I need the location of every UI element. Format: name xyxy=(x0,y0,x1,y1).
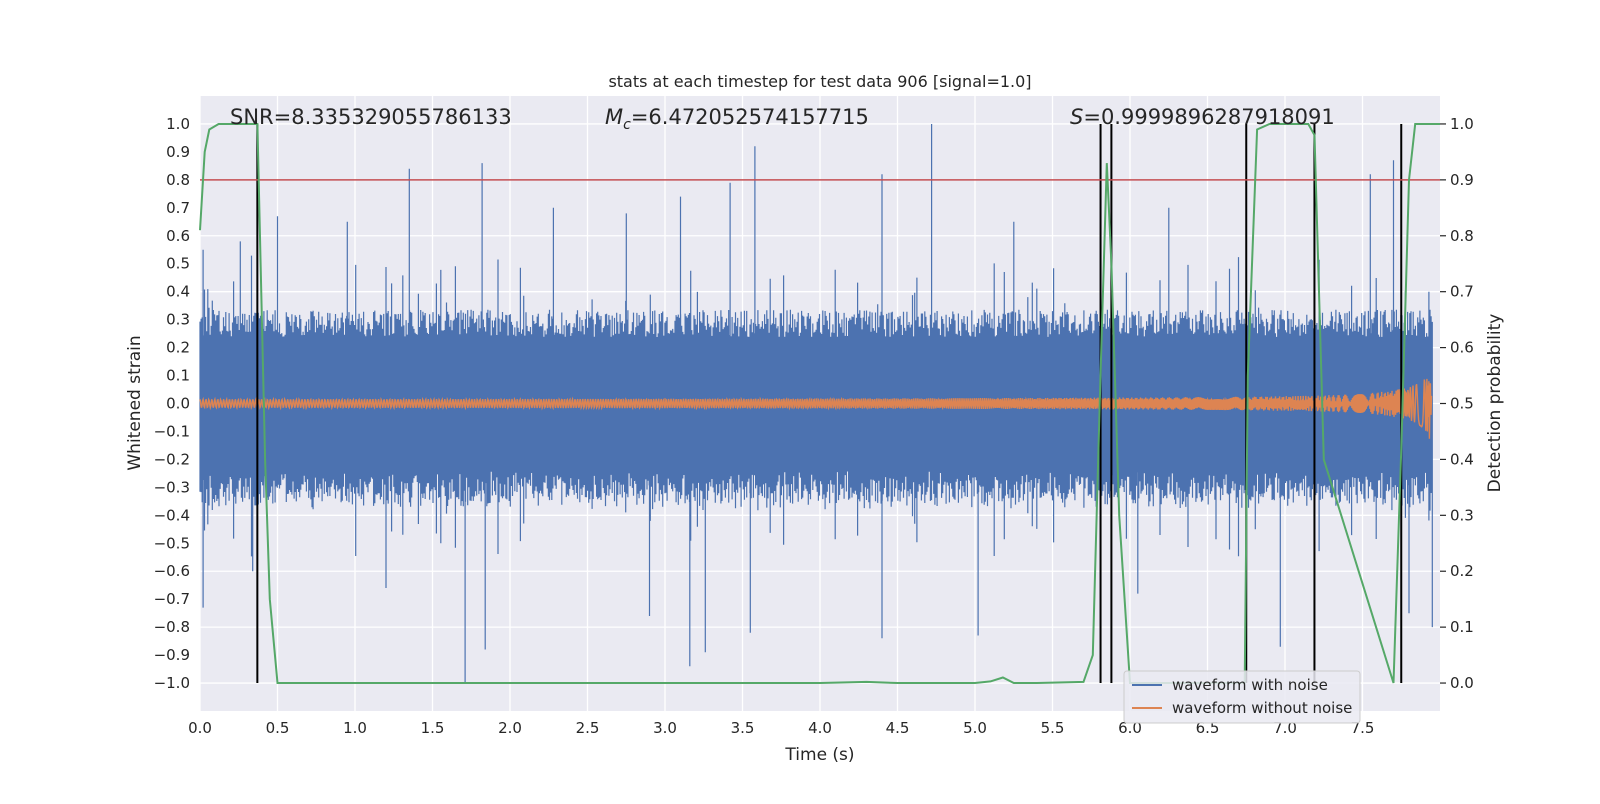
y-tick-label: 0.5 xyxy=(166,255,190,273)
y-tick-label: −0.7 xyxy=(154,590,190,608)
x-tick-label: 5.5 xyxy=(1041,719,1065,737)
x-tick-label: 0.5 xyxy=(266,719,290,737)
series-detection-probability xyxy=(199,123,1440,684)
y-right-tick-label: 0.1 xyxy=(1450,618,1474,636)
statistic-value: =0.9999896287918091 xyxy=(1083,105,1334,129)
x-tick-label: 2.5 xyxy=(576,719,600,737)
y-tick-label: −0.6 xyxy=(154,562,190,580)
statistic-symbol: S xyxy=(1070,105,1083,129)
legend-label-clean: waveform without noise xyxy=(1172,699,1352,717)
y-right-tick-label: 0.6 xyxy=(1450,339,1474,357)
y-tick-label: 0.2 xyxy=(166,339,190,357)
y-right-tick-label: 0.8 xyxy=(1450,227,1474,245)
y-tick-label: 0.4 xyxy=(166,283,190,301)
statistic-annotation: S=0.9999896287918091 xyxy=(1070,105,1335,129)
x-tick-label: 5.0 xyxy=(963,719,987,737)
y-tick-label: −1.0 xyxy=(154,674,190,692)
x-axis-label: Time (s) xyxy=(784,745,854,765)
y-tick-label: −0.4 xyxy=(154,506,190,524)
snr-annotation: SNR=8.335329055786133 xyxy=(230,105,512,129)
y-tick-label: 0.1 xyxy=(166,367,190,385)
y-tick-label: −0.3 xyxy=(154,478,190,496)
x-tick-label: 3.0 xyxy=(653,719,677,737)
y-right-tick-label: 0.0 xyxy=(1450,674,1474,692)
y-right-tick-label: 0.2 xyxy=(1450,562,1474,580)
x-tick-label: 1.0 xyxy=(343,719,367,737)
tick-layer: 0.0 0.5 1.0 1.5 2.0 2.5 3.0 3.5 4.0 4.5 5.0 5.5 6.0 6… xyxy=(154,115,1474,737)
y-tick-label: 0.3 xyxy=(166,311,190,329)
y-right-tick-label: 0.3 xyxy=(1450,506,1474,524)
chart-title: stats at each timestep for test data 906… xyxy=(608,72,1031,91)
y-tick-label: −0.8 xyxy=(154,618,190,636)
x-tick-label: 0.0 xyxy=(188,719,212,737)
y-right-tick-label: 0.4 xyxy=(1450,450,1474,468)
y-axis-label: Whitened strain xyxy=(125,335,145,470)
probability-series-layer xyxy=(199,123,1440,684)
x-tick-label: 4.0 xyxy=(808,719,832,737)
y-tick-label: 0.8 xyxy=(166,171,190,189)
y-tick-label: −0.2 xyxy=(154,450,190,468)
y-tick-label: 1.0 xyxy=(166,115,190,133)
y-tick-label: 0.7 xyxy=(166,199,190,217)
y-right-tick-label: 1.0 xyxy=(1450,115,1474,133)
y-right-tick-label: 0.5 xyxy=(1450,395,1474,413)
chirp-mass-symbol: M xyxy=(605,105,623,129)
chirp-mass-annotation: Mc=6.472052574157715 xyxy=(605,105,869,133)
y-tick-label: 0.9 xyxy=(166,143,190,161)
legend: waveform with noise waveform without noi… xyxy=(1123,670,1361,724)
x-tick-label: 1.5 xyxy=(421,719,445,737)
chirp-series-layer xyxy=(199,378,1433,439)
x-tick-label: 3.5 xyxy=(731,719,755,737)
legend-box xyxy=(1123,670,1361,724)
y-tick-label: −0.1 xyxy=(154,422,190,440)
x-tick-label: 2.0 xyxy=(498,719,522,737)
y-right-tick-label: 0.9 xyxy=(1450,171,1474,189)
chirp-mass-subscript: c xyxy=(623,117,631,133)
legend-label-noise: waveform with noise xyxy=(1172,676,1328,694)
y-tick-label: −0.9 xyxy=(154,646,190,664)
y-tick-label: −0.5 xyxy=(154,534,190,552)
y-tick-label: 0.6 xyxy=(166,227,190,245)
y-right-tick-label: 0.7 xyxy=(1450,283,1474,301)
x-tick-label: 4.5 xyxy=(886,719,910,737)
series-waveform-without-noise xyxy=(199,378,1433,439)
y-axis-label-right: Detection probability xyxy=(1485,314,1505,493)
y-tick-label: 0.0 xyxy=(166,395,190,413)
chirp-mass-value: =6.472052574157715 xyxy=(631,105,869,129)
